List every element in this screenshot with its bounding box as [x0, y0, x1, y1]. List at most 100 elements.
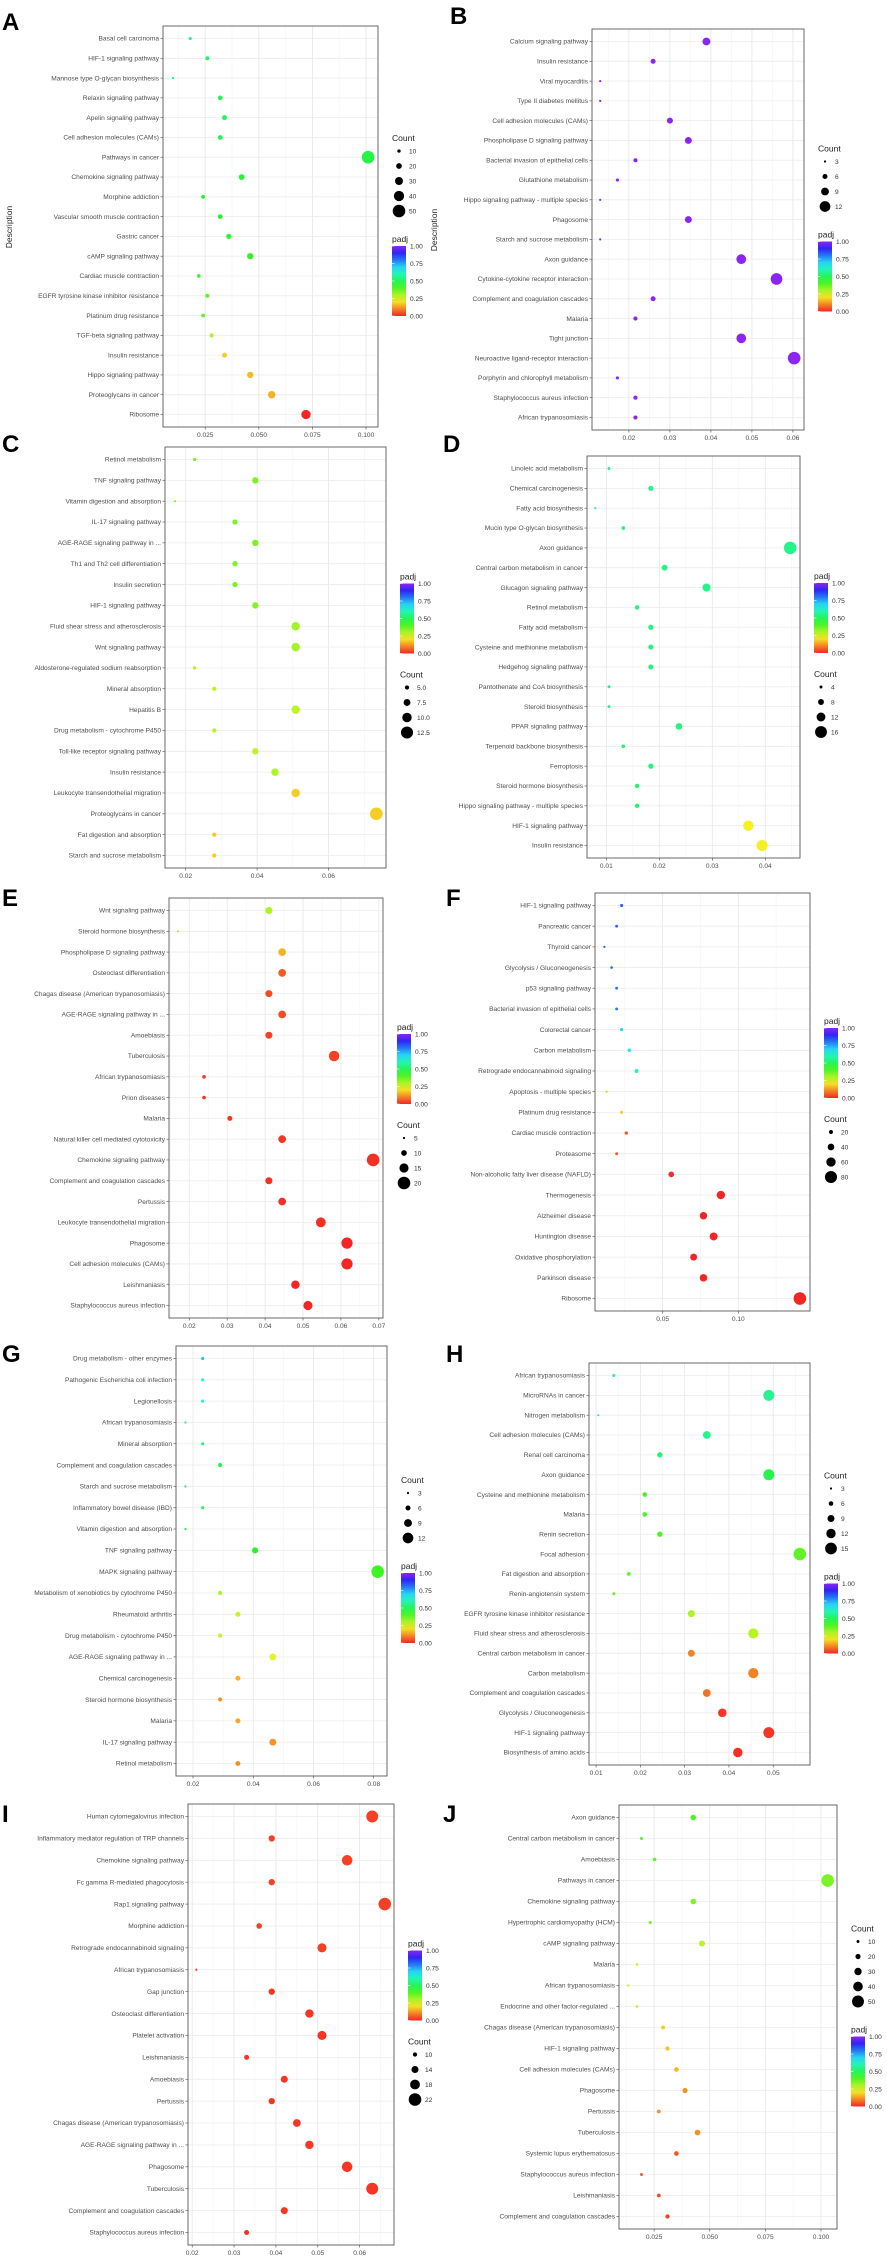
count-legend-dot [402, 1136, 406, 1140]
data-point [212, 728, 217, 733]
padj-legend-label: 1.00 [426, 1948, 439, 1955]
padj-colorbar [400, 583, 414, 654]
data-point [620, 903, 624, 908]
count-legend-label: 6 [841, 1501, 845, 1508]
data-point [366, 2182, 379, 2195]
data-point [176, 930, 180, 933]
panel-letter: I [2, 1801, 9, 1828]
count-legend-title: Count [408, 2037, 431, 2047]
count-legend-title: Count [814, 669, 837, 679]
data-point [648, 1920, 652, 1925]
data-point [232, 581, 238, 588]
padj-legend-label: 1.00 [418, 581, 431, 588]
count-legend-dot [819, 685, 823, 689]
padj-legend-label: 1.00 [842, 1025, 855, 1032]
y-tick-label: Retinol metabolism [105, 457, 162, 464]
y-tick-label: Cell adhesion molecules (CAMs) [63, 135, 159, 142]
x-tick-label: 0.04 [759, 863, 772, 870]
padj-colorbar [824, 1583, 838, 1654]
y-tick-label: Chemokine signaling pathway [527, 1899, 615, 1906]
data-point [702, 583, 711, 592]
count-legend-title: Count [818, 144, 841, 154]
y-tick-label: African trypanosomiasis [95, 1074, 166, 1081]
padj-legend-label: 0.25 [415, 1084, 428, 1091]
data-point [624, 1131, 629, 1135]
count-legend-dot [400, 726, 414, 739]
count-legend-dot [404, 685, 410, 690]
y-tick-label: Carbon metabolism [528, 1670, 586, 1677]
y-tick-label: Ribosome [129, 412, 159, 419]
x-tick-label: 0.06 [307, 1781, 320, 1788]
count-legend-label: 3 [418, 1490, 422, 1497]
y-tick-label: Gap junction [147, 1989, 184, 1996]
count-legend-label: 12.5 [417, 730, 430, 737]
count-legend-label: 10 [425, 2052, 433, 2059]
data-point [607, 685, 611, 689]
padj-legend-label: 0.50 [419, 1605, 432, 1612]
count-legend-dot [827, 1143, 835, 1151]
y-tick-label: Hippo signaling pathway - multiple speci… [459, 803, 584, 810]
count-legend-dot [397, 149, 401, 153]
y-tick-label: Apelin signaling pathway [86, 115, 159, 122]
data-point [633, 158, 638, 163]
count-legend-label: 80 [841, 1174, 849, 1181]
padj-legend-label: 0.75 [419, 1588, 432, 1595]
panel-b: B Description Calcium signaling pathway Ins… [429, 3, 849, 442]
count-legend-dot [412, 2052, 418, 2057]
data-point [317, 2030, 327, 2041]
y-tick-label: Chemokine signaling pathway [71, 174, 159, 181]
y-tick-label: Viral myocarditis [540, 78, 589, 85]
data-point [634, 1068, 639, 1073]
y-tick-label: Axon guidance [541, 1472, 585, 1479]
data-point [615, 986, 619, 990]
data-point [684, 216, 692, 224]
y-tick-label: Fat digestion and absorption [78, 832, 162, 839]
x-tick-label: 0.04 [259, 1323, 272, 1330]
y-tick-label: Amoebiasis [131, 1032, 166, 1039]
data-point [265, 1031, 273, 1039]
data-point [763, 1727, 775, 1739]
y-tick-label: IL-17 signaling pathway [103, 1739, 173, 1746]
count-legend-label: 10.0 [417, 715, 430, 722]
count-legend-label: 16 [831, 729, 839, 736]
count-legend-label: 12 [835, 204, 843, 211]
data-point [197, 274, 201, 278]
data-point [235, 1611, 241, 1617]
data-point [793, 1292, 807, 1305]
plot-background [176, 1346, 387, 1776]
x-tick-label: 0.02 [622, 435, 635, 442]
y-tick-label: Pertussis [157, 2098, 185, 2105]
y-tick-label: Type II diabetes mellitus [517, 98, 588, 105]
plot-border [164, 446, 387, 869]
data-point [684, 136, 692, 144]
data-point [361, 150, 375, 164]
count-legend-dot [821, 187, 829, 196]
data-point [748, 1628, 759, 1639]
y-tick-label: Pathways in cancer [102, 154, 160, 161]
data-point [195, 1968, 198, 1971]
panel-letter: A [2, 9, 19, 36]
x-tick-label: 0.06 [322, 873, 335, 880]
y-tick-label: Phospholipase D signaling pathway [61, 949, 166, 956]
data-point [605, 1090, 608, 1093]
data-point [328, 1050, 340, 1062]
data-point [341, 1237, 353, 1249]
y-tick-label: Renin secretion [539, 1531, 585, 1538]
x-tick-label: 0.02 [187, 1781, 200, 1788]
count-legend-dot [396, 163, 402, 169]
y-tick-label: Leishmaniasis [573, 2193, 615, 2200]
x-tick-label: 0.01 [600, 863, 613, 870]
y-tick-label: Insulin resistance [537, 58, 588, 65]
plot-background [165, 447, 386, 868]
padj-legend-label: 0.50 [836, 274, 849, 281]
y-tick-label: Linoleic acid metabolism [511, 466, 583, 473]
data-point [718, 1708, 727, 1718]
data-point [633, 316, 638, 321]
data-point [268, 1988, 275, 1995]
plot-border [586, 455, 801, 859]
y-tick-label: MicroRNAs in cancer [523, 1393, 586, 1400]
padj-legend-title: padj [824, 1016, 840, 1026]
y-tick-label: Terpenoid backbone biosynthesis [485, 743, 583, 750]
data-point [821, 1874, 834, 1887]
